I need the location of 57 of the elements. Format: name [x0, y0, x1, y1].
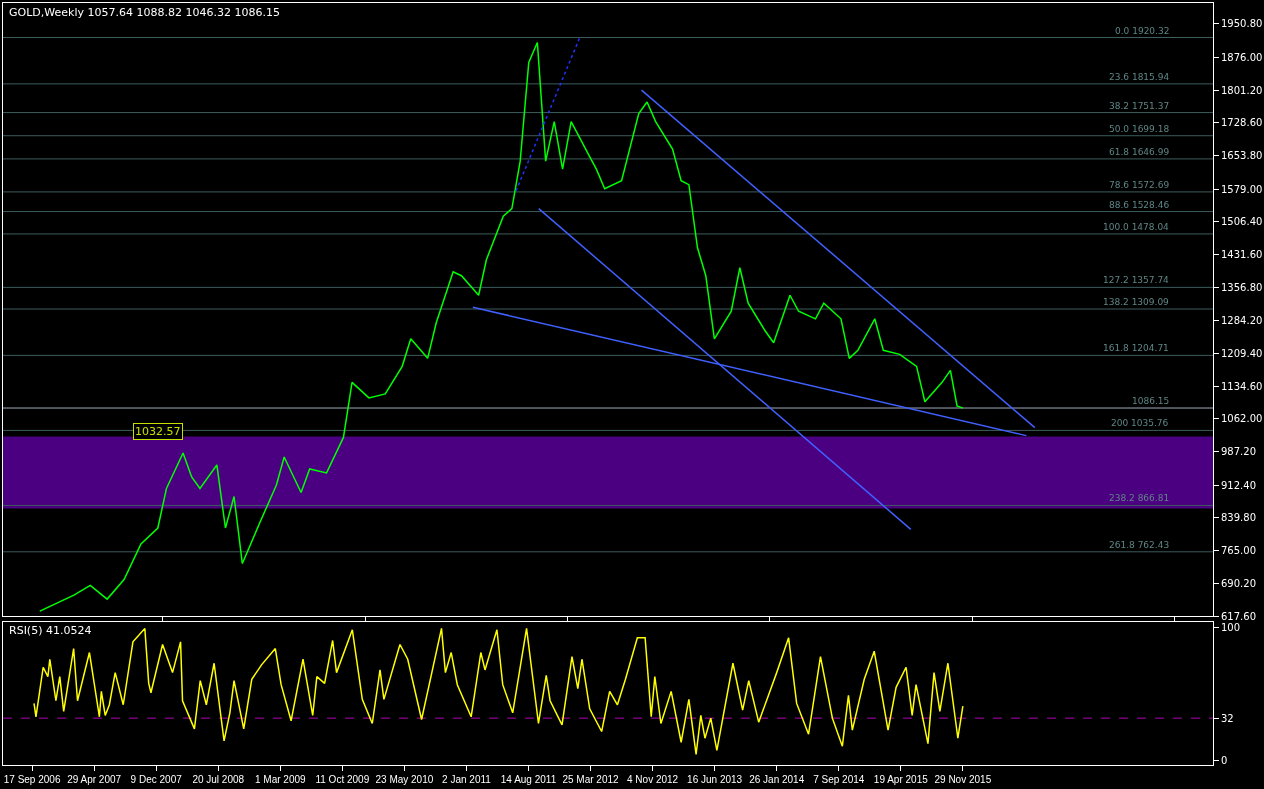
y-tick-label: 1431.60: [1221, 249, 1263, 261]
ref-line-label: 23.6 1815.94: [1109, 72, 1170, 82]
line-series: [39, 41, 964, 612]
y-tick-label: 690.20: [1221, 578, 1256, 590]
x-tick-label: 17 Sep 2006: [3, 774, 61, 785]
x-tick-label: 4 Nov 2012: [627, 774, 679, 785]
chart-title: RSI(5) 41.0524: [9, 624, 92, 637]
ref-line-label: 238.2 866.81: [1109, 493, 1170, 503]
y-tick-label: 839.80: [1221, 511, 1256, 523]
x-tick-label: 20 Jul 2008: [192, 774, 245, 785]
ref-line-label: 61.8 1646.99: [1109, 147, 1170, 157]
y-tick-label: 1062.00: [1221, 413, 1263, 425]
x-tick-label: 19 Apr 2015: [873, 774, 929, 785]
y-tick-label: 1950.80: [1221, 18, 1263, 30]
ref-line-label: 38.2 1751.37: [1109, 101, 1170, 111]
y-tick-label: 1134.60: [1221, 381, 1263, 392]
ref-line-label: 0.0 1920.32: [1115, 26, 1170, 36]
y-tick-label: 987.20: [1221, 446, 1256, 458]
ref-line-label: 200 1035.76: [1111, 418, 1169, 428]
x-tick-label: 29 Nov 2015: [934, 774, 992, 785]
ref-line-label: 78.6 1572.69: [1109, 180, 1170, 190]
y-tick-label: 0: [1221, 755, 1228, 767]
ref-line-label: 100.0 1478.04: [1103, 222, 1170, 232]
ref-line-label: 88.6 1528.46: [1109, 200, 1170, 210]
x-tick-label: 11 Oct 2009: [315, 774, 370, 785]
x-tick-label: 2 Jan 2011: [442, 774, 492, 785]
y-tick-label: 1876.00: [1221, 51, 1263, 63]
ref-line-label: 261.8 762.43: [1109, 540, 1170, 550]
y-tick-label: 912.40: [1221, 479, 1256, 491]
y-tick-label: 1653.80: [1221, 150, 1263, 162]
y-tick-label: 100: [1221, 621, 1241, 633]
x-tick-label: 7 Sep 2014: [813, 774, 865, 785]
chart-title: GOLD,Weekly 1057.64 1088.82 1046.32 1086.15: [9, 6, 280, 19]
y-tick-label: 765.00: [1221, 545, 1256, 557]
y-tick-label: 1209.40: [1221, 347, 1263, 359]
x-tick-label: 26 Jan 2014: [749, 774, 805, 785]
y-tick-label: 1728.60: [1221, 117, 1263, 129]
y-tick-label: 1579.00: [1221, 183, 1263, 195]
ref-line-label: 161.8 1204.71: [1103, 343, 1169, 353]
x-tick-label: 14 Aug 2011: [500, 774, 557, 785]
x-tick-label: 23 May 2010: [375, 774, 434, 785]
x-tick-label: 16 Jun 2013: [687, 774, 743, 785]
y-tick-label: 32: [1221, 712, 1234, 724]
x-tick-label: 29 Apr 2007: [67, 774, 122, 785]
ref-line-label: 138.2 1309.09: [1103, 297, 1170, 307]
y-tick-label: 1356.80: [1221, 282, 1263, 294]
y-tick-label: 617.60: [1221, 610, 1256, 622]
x-tick-label: 25 Mar 2012: [562, 774, 620, 785]
x-tick-label: 1 Mar 2009: [254, 774, 307, 785]
x-tick-label: 9 Dec 2007: [130, 774, 183, 785]
y-tick-label: 1801.20: [1221, 84, 1263, 96]
ref-line-label: 50.0 1699.18: [1109, 124, 1170, 134]
ref-line-label: 127.2 1357.74: [1103, 275, 1170, 285]
y-tick-label: 1284.20: [1221, 314, 1263, 326]
ref-line-label: 1086.15: [1132, 396, 1170, 406]
y-tick-label: 1506.40: [1221, 215, 1263, 227]
annotation: 1032.57: [135, 425, 181, 438]
